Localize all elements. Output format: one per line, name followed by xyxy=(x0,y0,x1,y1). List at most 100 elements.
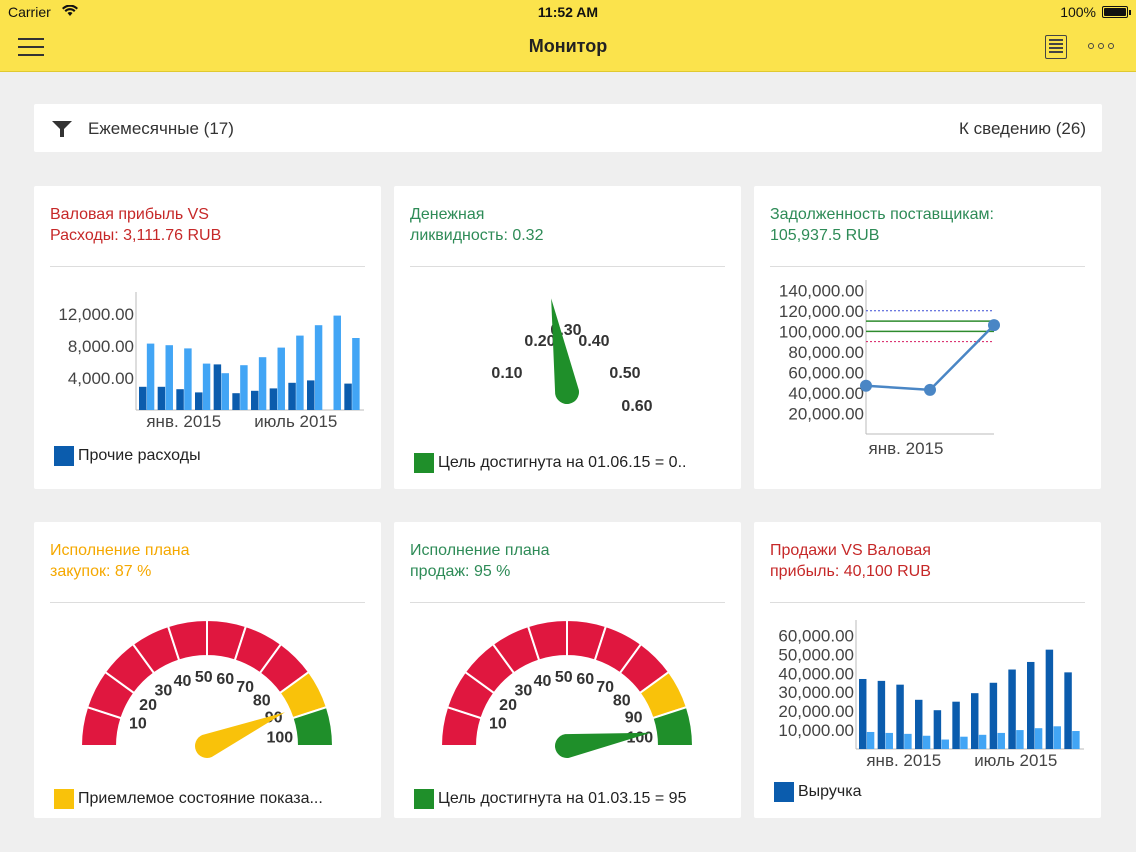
period-filter[interactable]: Ежемесячные (17) xyxy=(88,119,234,138)
bar xyxy=(952,701,960,749)
card-divider xyxy=(770,602,1085,603)
legend-label: Выручка xyxy=(798,783,862,800)
x-tick-label: июль 2015 xyxy=(254,412,337,431)
chart-legend: Прочие расходы xyxy=(54,446,201,466)
bar xyxy=(997,732,1005,749)
bar xyxy=(202,363,211,410)
gauge-tick-label: 20 xyxy=(139,697,157,714)
clock: 11:52 AM xyxy=(537,4,599,20)
legend-label: Прочие расходы xyxy=(78,447,201,464)
legend-swatch xyxy=(54,446,74,466)
card-purchase-plan[interactable]: Исполнение плана закупок: 87 % 10 20 30 40 5… xyxy=(34,522,381,818)
legend-swatch xyxy=(774,782,794,802)
bar xyxy=(221,373,229,410)
y-tick-label: 60,000.00 xyxy=(788,363,864,382)
bar xyxy=(307,380,315,410)
bar xyxy=(352,338,360,410)
gauge-tick-label: 90 xyxy=(625,710,643,727)
y-tick-label: 10,000.00 xyxy=(778,721,854,740)
bar xyxy=(139,386,147,410)
bar xyxy=(866,731,875,749)
bar xyxy=(978,734,987,749)
card-sales-plan[interactable]: Исполнение плана продаж: 95 % 10 20 30 40 50… xyxy=(394,522,741,818)
y-tick-label: 4,000.00 xyxy=(68,369,134,388)
gauge-tick-label: 60 xyxy=(216,671,234,688)
bar xyxy=(344,383,352,410)
x-tick-label: янв. 2015 xyxy=(146,412,221,431)
bar xyxy=(960,736,968,749)
bar xyxy=(915,699,923,749)
bar xyxy=(277,347,285,410)
legend-swatch xyxy=(414,789,434,809)
bar xyxy=(157,386,166,410)
y-tick-label: 20,000.00 xyxy=(788,404,864,423)
gauge-chart: 0.100.200.300.400.500.60 xyxy=(491,298,653,415)
bar xyxy=(922,735,931,749)
gauge-tick-label: 100 xyxy=(266,729,293,746)
bar-chart: 12,000.00 8,000.00 4,000.00 янв. 2015 июль 2… xyxy=(58,292,364,431)
notice-link[interactable]: К сведению (26) xyxy=(958,119,1086,138)
gauge-tick-label: 50 xyxy=(555,669,573,686)
battery-label: 100% xyxy=(1060,4,1096,20)
bar xyxy=(1045,649,1054,749)
bar xyxy=(333,315,341,410)
bar xyxy=(885,732,893,749)
list-icon[interactable] xyxy=(1045,35,1067,59)
filter-icon[interactable] xyxy=(52,121,72,137)
y-tick-label: 80,000.00 xyxy=(788,343,864,362)
bar xyxy=(258,357,267,410)
bar xyxy=(1064,672,1072,749)
card-title-line2: закупок: 87 % xyxy=(50,563,152,580)
gauge-needle xyxy=(194,712,286,758)
data-point xyxy=(988,319,1000,332)
card-supplier-debt[interactable]: Задолженность поставщикам: 105,937.5 RUB… xyxy=(754,186,1101,489)
hamburger-icon[interactable] xyxy=(18,38,44,56)
card-divider xyxy=(50,602,365,603)
card-title-line2: 105,937.5 RUB xyxy=(770,227,880,244)
card-sales-vs-gross-profit[interactable]: Продажи VS Валовая прибыль: 40,100 RUB 6… xyxy=(754,522,1101,818)
card-title: Валовая прибыль VS Расходы: 3,111.76 RUB xyxy=(50,204,365,246)
card-title-line2: продаж: 95 % xyxy=(410,563,511,580)
y-tick-label: 12,000.00 xyxy=(58,305,134,324)
data-point xyxy=(924,383,936,396)
gauge-tick-label: 0.10 xyxy=(491,365,522,382)
y-tick-label: 40,000.00 xyxy=(788,384,864,403)
bar xyxy=(165,345,173,410)
legend-label: Приемлемое состояние показа... xyxy=(78,790,323,807)
filter-bar: Ежемесячные (17) К сведению (26) xyxy=(34,104,1102,152)
y-tick-label: 50,000.00 xyxy=(778,645,854,664)
bar xyxy=(314,325,323,410)
gauge-tick-label: 70 xyxy=(596,679,614,696)
bar xyxy=(1034,728,1043,749)
bar xyxy=(941,739,949,749)
page-title: Монитор xyxy=(528,36,608,56)
gauge-tick-label: 30 xyxy=(515,683,533,700)
gauge-tick-label: 80 xyxy=(253,692,271,709)
gauge-tick-label: 0.40 xyxy=(578,333,609,350)
gauge-tick-label: 0.20 xyxy=(524,333,555,350)
x-tick-label: июль 2015 xyxy=(974,751,1057,770)
y-tick-label: 60,000.00 xyxy=(778,626,854,645)
gauge-needle xyxy=(551,298,579,404)
chart-legend: Выручка xyxy=(774,782,861,802)
gauge-tick-label: 40 xyxy=(174,673,192,690)
card-title-line2: ликвидность: 0.32 xyxy=(410,227,544,244)
gauge-tick-label: 10 xyxy=(489,715,507,732)
card-cash-liquidity[interactable]: Денежная ликвидность: 0.32 0.10 0.20 0.30 0… xyxy=(394,186,741,489)
gauge-segment xyxy=(291,705,335,747)
bar xyxy=(213,364,222,410)
card-gross-profit-vs-expenses[interactable]: Валовая прибыль VS Расходы: 3,111.76 RUB… xyxy=(34,186,381,489)
legend-swatch xyxy=(414,453,434,473)
bar xyxy=(859,678,867,749)
y-tick-label: 100,000.00 xyxy=(779,322,864,341)
gauge-tick-label: 20 xyxy=(499,697,517,714)
more-icon[interactable] xyxy=(1088,40,1118,52)
card-title-line2: прибыль: 40,100 RUB xyxy=(770,563,931,580)
bar xyxy=(176,389,184,410)
bar xyxy=(971,693,979,749)
gauge-tick-label: 0.60 xyxy=(621,398,652,415)
wifi-icon xyxy=(62,4,78,20)
bar xyxy=(1072,731,1080,749)
bar xyxy=(269,388,278,410)
x-tick-label: янв. 2015 xyxy=(869,439,944,458)
